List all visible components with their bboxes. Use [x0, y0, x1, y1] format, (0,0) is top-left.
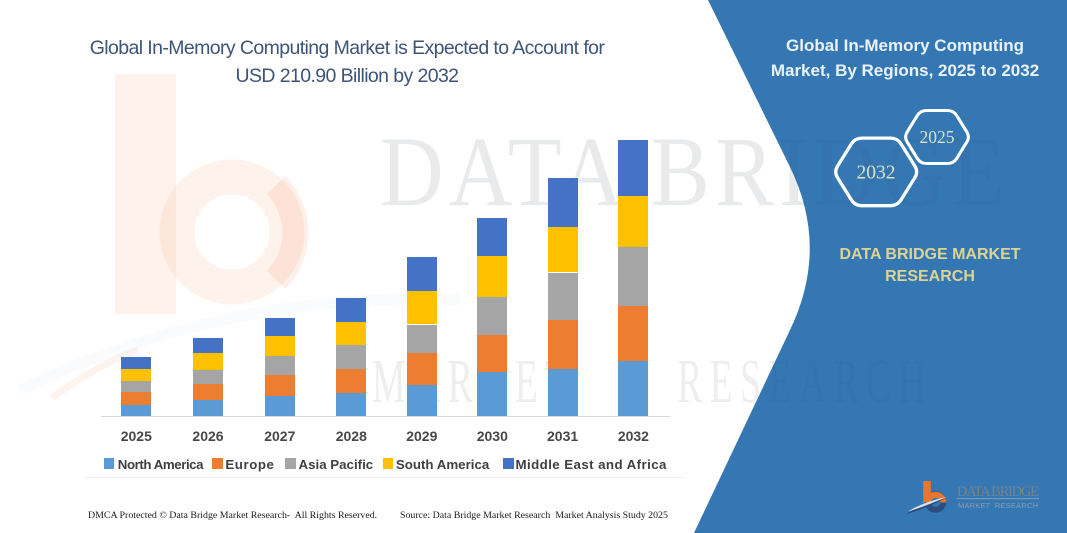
svg-text:DATA BRIDGE: DATA BRIDGE — [957, 484, 1039, 500]
svg-text:2025: 2025 — [920, 127, 955, 147]
svg-text:MARKET RESEARCH: MARKET RESEARCH — [958, 501, 1038, 510]
svg-text:2032: 2032 — [857, 163, 896, 184]
